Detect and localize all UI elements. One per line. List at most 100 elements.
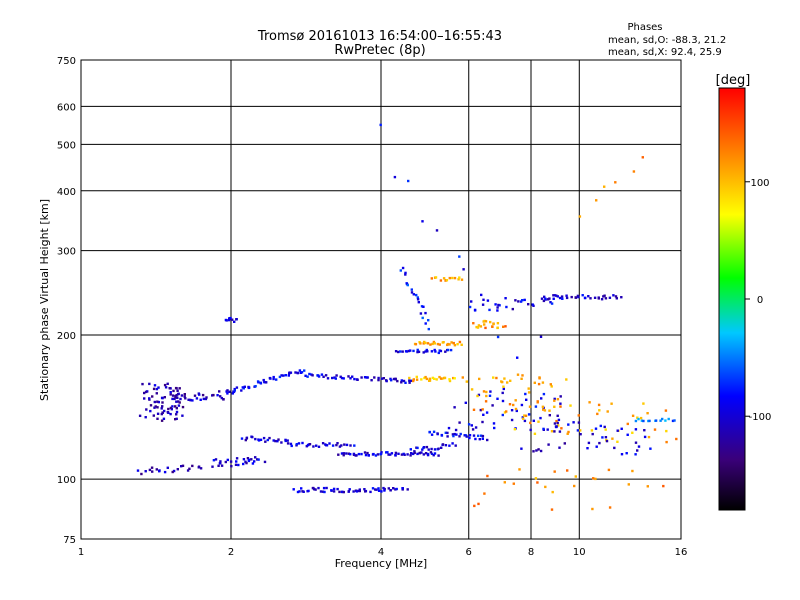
data-point	[444, 444, 448, 447]
data-point	[607, 468, 611, 472]
data-point	[429, 451, 433, 454]
data-point	[374, 454, 378, 457]
data-point	[218, 390, 221, 393]
data-point	[436, 432, 439, 435]
data-point	[550, 385, 553, 388]
data-point	[599, 424, 602, 428]
data-point	[626, 422, 629, 426]
data-point	[420, 451, 423, 454]
data-point	[450, 341, 453, 344]
data-point	[250, 458, 253, 461]
data-point	[576, 429, 580, 432]
data-point	[422, 446, 426, 449]
data-point	[542, 299, 546, 303]
data-point	[371, 487, 375, 490]
data-point	[662, 484, 665, 488]
data-point	[157, 386, 160, 389]
data-point	[425, 348, 428, 352]
data-point	[559, 402, 562, 405]
data-point	[558, 446, 561, 449]
data-point	[604, 297, 608, 300]
data-point	[567, 430, 570, 434]
data-point	[603, 294, 606, 297]
data-point	[420, 305, 424, 308]
data-point	[553, 294, 557, 297]
data-point	[483, 492, 486, 495]
data-point	[382, 377, 385, 380]
data-point	[217, 464, 220, 467]
data-point	[175, 417, 178, 420]
data-point	[613, 446, 616, 450]
data-point	[144, 390, 148, 394]
data-point	[348, 488, 351, 491]
data-point	[550, 302, 554, 305]
data-point	[446, 342, 450, 346]
data-point	[594, 427, 598, 430]
data-point	[555, 419, 558, 423]
data-point	[505, 410, 508, 413]
data-point	[412, 378, 415, 381]
data-point	[482, 298, 485, 301]
data-point	[435, 378, 438, 381]
data-point	[377, 489, 381, 492]
data-point	[394, 451, 398, 455]
data-point	[664, 409, 668, 412]
data-point	[401, 350, 404, 353]
data-point	[296, 371, 300, 375]
data-point	[149, 404, 153, 407]
data-point	[448, 444, 451, 447]
data-point	[587, 441, 591, 445]
data-point	[278, 375, 282, 379]
data-point	[496, 326, 499, 330]
data-point	[151, 470, 154, 473]
data-point	[183, 393, 186, 396]
data-point	[358, 489, 361, 493]
data-point	[634, 453, 637, 456]
data-point	[433, 377, 436, 380]
data-point	[620, 427, 623, 430]
data-point	[425, 445, 429, 449]
data-point	[414, 343, 418, 346]
data-point	[492, 376, 495, 379]
data-point	[412, 293, 415, 296]
data-point	[538, 376, 541, 379]
data-point	[553, 405, 556, 408]
data-point	[259, 381, 262, 384]
data-point	[647, 435, 651, 439]
data-point	[379, 452, 383, 455]
data-point	[187, 398, 190, 401]
data-point	[565, 294, 568, 297]
data-point	[272, 377, 275, 381]
data-point	[454, 444, 457, 447]
data-point	[522, 417, 525, 420]
data-point	[514, 299, 517, 302]
y-tick-label: 75	[63, 535, 76, 546]
data-point	[626, 433, 629, 436]
data-point	[485, 411, 489, 414]
data-point	[458, 435, 461, 438]
data-point	[489, 390, 492, 393]
data-point	[287, 374, 290, 377]
data-point	[284, 438, 287, 442]
data-point	[482, 390, 486, 393]
data-point	[439, 279, 443, 282]
data-point	[502, 387, 505, 391]
data-point	[465, 435, 468, 438]
data-point	[390, 452, 394, 455]
data-point	[244, 460, 247, 463]
data-point	[168, 387, 171, 390]
data-point	[186, 469, 190, 472]
phases-heading: Phases	[627, 22, 662, 33]
data-point	[296, 490, 300, 494]
data-point	[491, 325, 494, 328]
data-point	[527, 303, 530, 306]
data-point	[528, 405, 532, 408]
data-point	[511, 307, 514, 311]
data-point	[174, 405, 177, 408]
data-point	[149, 409, 152, 413]
data-point	[673, 419, 676, 422]
data-point	[451, 442, 454, 445]
data-point	[166, 411, 169, 414]
data-point	[294, 371, 297, 374]
data-point	[446, 435, 449, 438]
